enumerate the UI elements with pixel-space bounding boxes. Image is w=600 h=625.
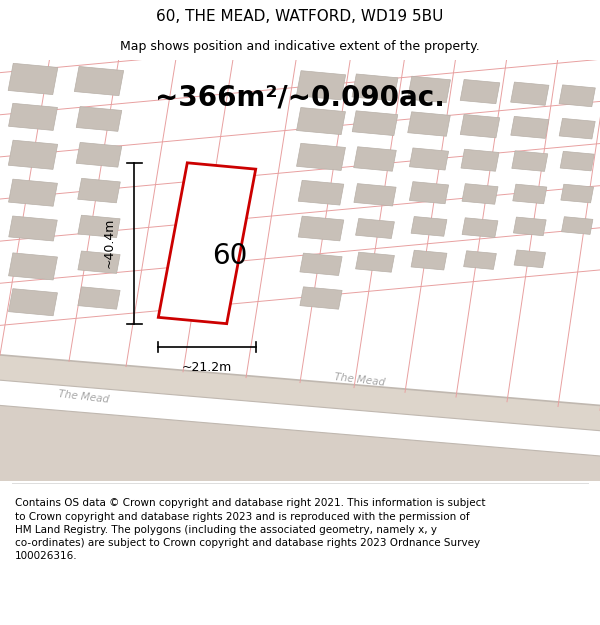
Polygon shape bbox=[8, 63, 58, 94]
Polygon shape bbox=[514, 250, 545, 268]
Polygon shape bbox=[460, 114, 500, 138]
Polygon shape bbox=[513, 184, 547, 204]
Polygon shape bbox=[296, 143, 346, 171]
Polygon shape bbox=[74, 66, 124, 96]
Polygon shape bbox=[352, 74, 398, 101]
Text: Map shows position and indicative extent of the property.: Map shows position and indicative extent… bbox=[120, 40, 480, 53]
Polygon shape bbox=[356, 219, 394, 239]
Polygon shape bbox=[511, 116, 549, 138]
Polygon shape bbox=[8, 253, 58, 280]
Polygon shape bbox=[407, 76, 451, 102]
Polygon shape bbox=[409, 148, 449, 170]
Polygon shape bbox=[296, 71, 346, 100]
Text: Contains OS data © Crown copyright and database right 2021. This information is : Contains OS data © Crown copyright and d… bbox=[15, 499, 485, 561]
Polygon shape bbox=[298, 216, 344, 241]
Text: ~40.4m: ~40.4m bbox=[103, 218, 116, 268]
Polygon shape bbox=[296, 107, 346, 134]
Polygon shape bbox=[464, 251, 496, 269]
Polygon shape bbox=[462, 184, 498, 204]
Text: The Mead: The Mead bbox=[58, 389, 110, 405]
Text: 60, THE MEAD, WATFORD, WD19 5BU: 60, THE MEAD, WATFORD, WD19 5BU bbox=[157, 9, 443, 24]
Polygon shape bbox=[78, 251, 120, 273]
Polygon shape bbox=[409, 182, 449, 204]
Polygon shape bbox=[78, 287, 120, 309]
Polygon shape bbox=[512, 151, 548, 171]
Polygon shape bbox=[354, 184, 396, 206]
Polygon shape bbox=[352, 111, 398, 136]
Polygon shape bbox=[158, 163, 256, 324]
Polygon shape bbox=[559, 118, 595, 139]
Text: ~366m²/~0.090ac.: ~366m²/~0.090ac. bbox=[155, 84, 445, 112]
Polygon shape bbox=[461, 149, 499, 171]
Polygon shape bbox=[8, 103, 58, 131]
Text: 60: 60 bbox=[212, 242, 247, 270]
Polygon shape bbox=[408, 112, 450, 136]
Polygon shape bbox=[460, 79, 500, 104]
Polygon shape bbox=[298, 181, 344, 205]
Polygon shape bbox=[0, 355, 600, 431]
Polygon shape bbox=[300, 253, 342, 276]
Polygon shape bbox=[561, 184, 593, 203]
Text: ~21.2m: ~21.2m bbox=[182, 361, 232, 374]
Polygon shape bbox=[9, 216, 57, 241]
Polygon shape bbox=[559, 85, 595, 107]
Polygon shape bbox=[511, 82, 549, 106]
Polygon shape bbox=[411, 250, 447, 270]
Polygon shape bbox=[78, 178, 120, 203]
Polygon shape bbox=[8, 289, 58, 316]
Polygon shape bbox=[8, 140, 58, 169]
Polygon shape bbox=[562, 217, 593, 234]
Polygon shape bbox=[78, 215, 120, 238]
Polygon shape bbox=[354, 147, 396, 171]
Polygon shape bbox=[8, 179, 58, 206]
Text: The Mead: The Mead bbox=[334, 372, 386, 388]
Polygon shape bbox=[300, 287, 342, 309]
Polygon shape bbox=[76, 142, 122, 167]
Polygon shape bbox=[514, 217, 546, 236]
Polygon shape bbox=[356, 253, 394, 272]
Polygon shape bbox=[560, 151, 594, 171]
Polygon shape bbox=[462, 217, 498, 238]
Polygon shape bbox=[0, 406, 600, 481]
Polygon shape bbox=[411, 216, 447, 236]
Polygon shape bbox=[76, 107, 122, 131]
